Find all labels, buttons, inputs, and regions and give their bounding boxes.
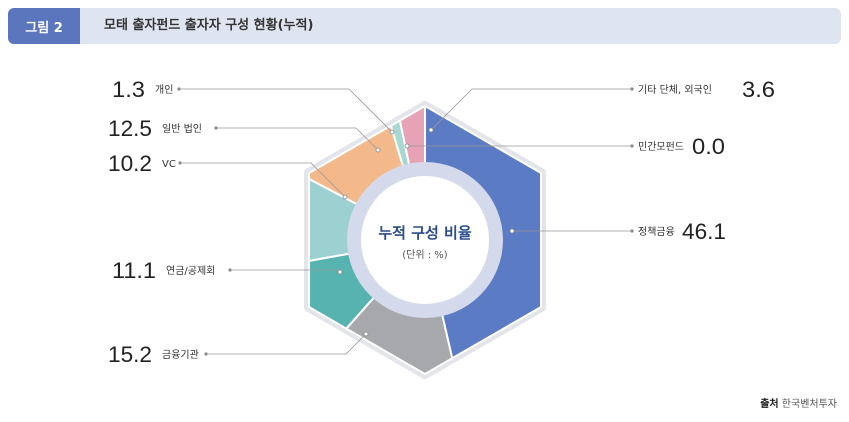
slice-value-label: 10.2 bbox=[108, 151, 152, 176]
chart-center: 누적 구성 비율 (단위 : %) bbox=[347, 162, 503, 318]
slice-value-label: 3.6 bbox=[742, 77, 775, 102]
leader-end-dot bbox=[337, 269, 343, 275]
leader-end-dot bbox=[342, 194, 348, 200]
label-개인: 1.3 개인 bbox=[112, 77, 173, 102]
slice-name-label: 연금/공제회 bbox=[166, 265, 215, 277]
leader-end-dot bbox=[389, 129, 395, 135]
slice-labels: 정책금융 46.1 15.2 금융기관 11.1 연금/공제회 10.2 VC 12.5 일반 법… bbox=[108, 77, 775, 367]
label-일반-법인: 12.5 일반 법인 bbox=[108, 116, 202, 141]
center-unit: (단위 : %) bbox=[402, 248, 448, 261]
slice-name-label: 개인 bbox=[155, 84, 173, 96]
slice-value-label: 11.1 bbox=[112, 258, 156, 283]
center-disc bbox=[361, 176, 489, 304]
leader-line bbox=[206, 333, 367, 355]
leader-line bbox=[179, 88, 393, 133]
leader-end-dot bbox=[428, 127, 434, 133]
leader-line bbox=[430, 88, 632, 131]
leader-end-dot bbox=[363, 331, 369, 337]
leader-end-dot bbox=[404, 143, 410, 149]
slice-name-label: 일반 법인 bbox=[162, 123, 202, 135]
source-label: 출처 bbox=[760, 399, 779, 410]
label-정책금융: 정책금융 46.1 bbox=[638, 219, 726, 244]
source-value: 한국벤처투자 bbox=[781, 399, 837, 410]
leader-line bbox=[216, 127, 379, 151]
slice-name-label: 기타 단체, 외국인 bbox=[638, 84, 712, 96]
slice-name-label: 금융기관 bbox=[162, 349, 199, 361]
slice-name-label: 민간모펀드 bbox=[638, 141, 684, 153]
leader-lines bbox=[177, 87, 634, 356]
center-title: 누적 구성 비율 bbox=[378, 224, 471, 242]
slice-name-label: VC bbox=[162, 159, 176, 170]
slice-value-label: 46.1 bbox=[682, 219, 726, 244]
label-민간모펀드: 민간모펀드 0.0 bbox=[638, 134, 725, 159]
slice-value-label: 12.5 bbox=[108, 116, 152, 141]
slice-value-label: 15.2 bbox=[108, 342, 152, 367]
slice-name-label: 정책금융 bbox=[638, 226, 675, 238]
leader-end-dot bbox=[375, 147, 381, 153]
slice-value-label: 0.0 bbox=[692, 134, 725, 159]
figure-header: 그림 2 모태 출자펀드 출자자 구성 현황(누적) bbox=[8, 8, 841, 44]
slice-value-label: 1.3 bbox=[112, 77, 145, 102]
figure-number-tag: 그림 2 bbox=[8, 8, 80, 44]
label-VC: 10.2 VC bbox=[108, 151, 176, 176]
label-금융기관: 15.2 금융기관 bbox=[108, 342, 199, 367]
figure-title: 모태 출자펀드 출자자 구성 현황(누적) bbox=[104, 18, 314, 33]
label-연금-공제회: 11.1 연금/공제회 bbox=[112, 258, 215, 283]
source-note: 출처 한국벤처투자 bbox=[760, 395, 837, 410]
leader-end-dot bbox=[509, 228, 515, 234]
label-기타-단체-외국인: 기타 단체, 외국인 3.6 bbox=[638, 77, 775, 102]
leader-line bbox=[180, 162, 346, 198]
